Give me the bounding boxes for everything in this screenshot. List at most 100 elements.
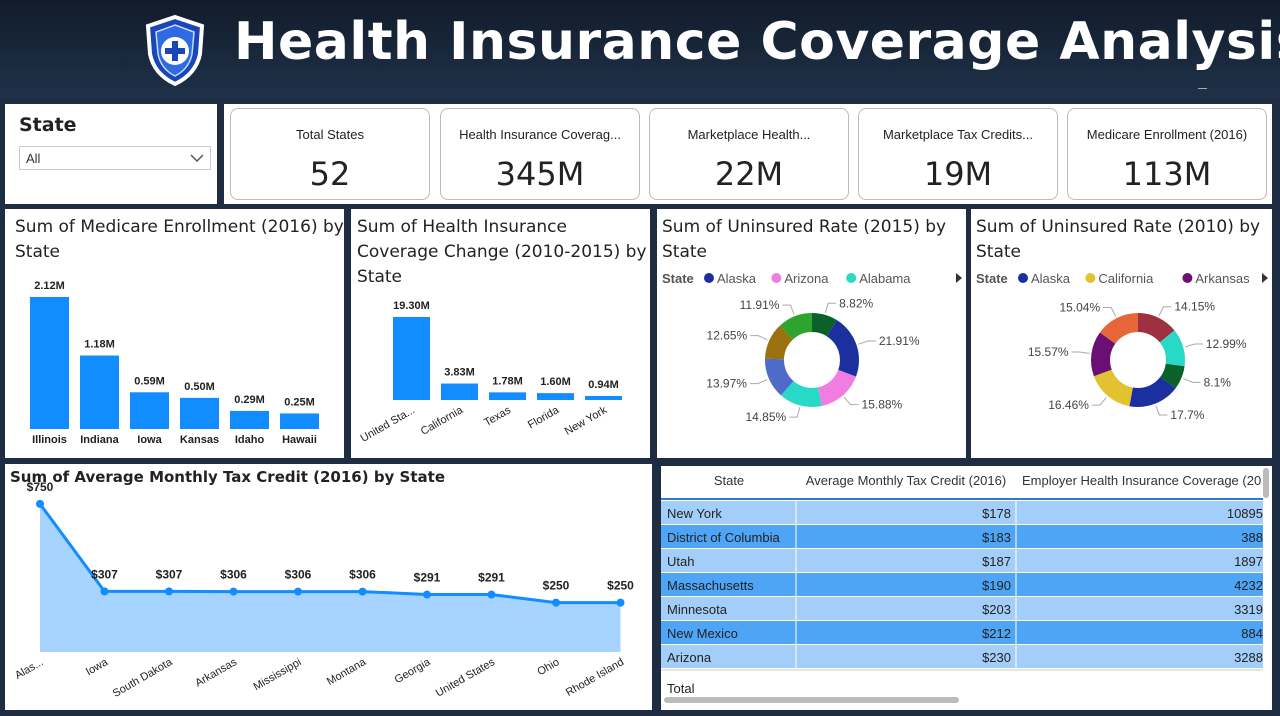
data-label: 0.50M — [184, 381, 215, 393]
legend-item[interactable]: Alaska — [1031, 271, 1071, 286]
table-row[interactable] — [661, 621, 1263, 644]
data-label: 16.46% — [1048, 398, 1089, 412]
bar[interactable] — [30, 297, 69, 429]
cell-tax-credit: $203 — [982, 602, 1011, 617]
bar[interactable] — [130, 392, 169, 429]
x-tick-label: United Sta... — [359, 404, 417, 445]
legend-next-icon[interactable] — [956, 273, 962, 283]
kpi-value: 52 — [309, 155, 351, 193]
leader-line — [789, 407, 801, 418]
legend-marker — [846, 273, 857, 283]
uninsured-2015-donut-chart: State Alaska Arizona Alabama 8.82% 21.91% 15.8… — [662, 271, 962, 424]
cell-employer-coverage: 4232 — [1234, 578, 1263, 593]
leader-line — [782, 304, 795, 315]
donut-slice[interactable] — [1093, 369, 1133, 407]
table-row[interactable] — [661, 501, 1263, 524]
table-row[interactable] — [661, 597, 1263, 620]
data-label: $307 — [91, 567, 118, 581]
legend-item[interactable]: Alaska — [717, 271, 757, 286]
table-row[interactable] — [661, 573, 1263, 596]
donut-slice[interactable] — [1159, 330, 1185, 367]
data-point[interactable] — [423, 590, 431, 599]
legend-item[interactable]: Alabama — [859, 271, 911, 286]
horizontal-scrollbar[interactable] — [664, 697, 959, 703]
data-point[interactable] — [100, 587, 109, 596]
bar[interactable] — [441, 383, 478, 400]
series-line — [38, 502, 621, 605]
table-row[interactable] — [661, 645, 1263, 668]
cell-employer-coverage: 10895 — [1227, 506, 1263, 521]
data-label: 15.57% — [1028, 345, 1069, 359]
data-point[interactable] — [36, 499, 44, 508]
cell-state: Arizona — [667, 650, 712, 665]
chevron-down-icon — [190, 154, 204, 163]
x-tick-label: United States — [434, 656, 498, 700]
donut-slice[interactable] — [765, 358, 794, 396]
vertical-scrollbar[interactable] — [1263, 468, 1269, 498]
data-label: 3.83M — [444, 367, 475, 379]
column-header-tax-credit[interactable]: Average Monthly Tax Credit (2016) — [806, 473, 1006, 488]
donut-slice[interactable] — [1160, 363, 1185, 389]
donut-slice[interactable] — [1099, 313, 1138, 344]
bar[interactable] — [180, 397, 219, 429]
data-label: $306 — [285, 568, 312, 582]
data-point[interactable] — [487, 590, 496, 599]
column-header-state[interactable]: State — [714, 473, 744, 488]
data-label: 0.25M — [284, 396, 315, 408]
donut-slice[interactable] — [1129, 376, 1176, 407]
table-row[interactable] — [661, 549, 1263, 572]
table-row[interactable] — [661, 525, 1263, 548]
legend-marker — [1085, 273, 1096, 283]
legend-item[interactable]: California — [1098, 271, 1154, 286]
legend-item[interactable]: Arkansas — [1195, 271, 1250, 286]
leader-line — [750, 335, 768, 341]
leader-line — [843, 396, 859, 406]
donut-slice[interactable] — [826, 320, 859, 377]
header-bar: Health Insurance Coverage Analysis — [0, 0, 1280, 98]
bar[interactable] — [393, 317, 430, 400]
donut-slice[interactable] — [1138, 313, 1175, 343]
bar[interactable] — [537, 393, 574, 400]
donut-slice[interactable] — [765, 325, 793, 360]
data-point[interactable] — [294, 587, 302, 596]
donut-slice[interactable] — [780, 313, 812, 340]
cell-state: New Mexico — [667, 626, 738, 641]
legend-item[interactable]: Arizona — [784, 271, 829, 286]
data-label: 14.85% — [745, 410, 786, 424]
bar[interactable] — [80, 355, 119, 429]
bar[interactable] — [280, 413, 319, 429]
bar[interactable] — [230, 410, 269, 429]
data-label: $306 — [349, 568, 376, 582]
x-tick-label: Indiana — [80, 434, 119, 446]
data-label: 21.91% — [879, 334, 920, 348]
window-minimize-mark — [1198, 88, 1207, 89]
leader-line — [1103, 306, 1117, 317]
chart-title: Sum of Health Insurance Coverage Change … — [357, 217, 647, 287]
data-label: $291 — [414, 571, 441, 585]
leader-line — [1155, 405, 1168, 416]
donut-slice[interactable] — [1091, 332, 1116, 377]
bar[interactable] — [585, 395, 622, 400]
donut-slice[interactable] — [780, 381, 822, 407]
data-label: 1.78M — [492, 375, 523, 387]
state-dropdown[interactable]: All — [19, 146, 211, 170]
chart-title: Sum of Average Monthly Tax Credit (2016)… — [10, 468, 445, 486]
uninsured-2010-donut-panel: Sum of Uninsured Rate (2010) by State St… — [971, 209, 1272, 458]
slicer-selected-value: All — [26, 151, 41, 166]
bar[interactable] — [489, 392, 526, 400]
data-point[interactable] — [616, 598, 625, 607]
legend-marker — [1182, 273, 1193, 283]
kpi-card-total-states: Total States 52 — [230, 108, 430, 200]
data-point[interactable] — [358, 587, 367, 596]
leader-line — [749, 379, 768, 385]
column-header-employer-coverage[interactable]: Employer Health Insurance Coverage (20 — [1022, 473, 1261, 488]
donut-slice[interactable] — [812, 313, 837, 337]
data-point[interactable] — [552, 598, 560, 607]
leader-line — [1158, 306, 1172, 316]
legend-next-icon[interactable] — [1262, 273, 1268, 283]
kpi-value: 19M — [923, 155, 993, 193]
data-point[interactable] — [229, 587, 238, 596]
leader-line — [824, 302, 837, 314]
data-point[interactable] — [165, 587, 173, 596]
donut-slice[interactable] — [817, 369, 856, 406]
